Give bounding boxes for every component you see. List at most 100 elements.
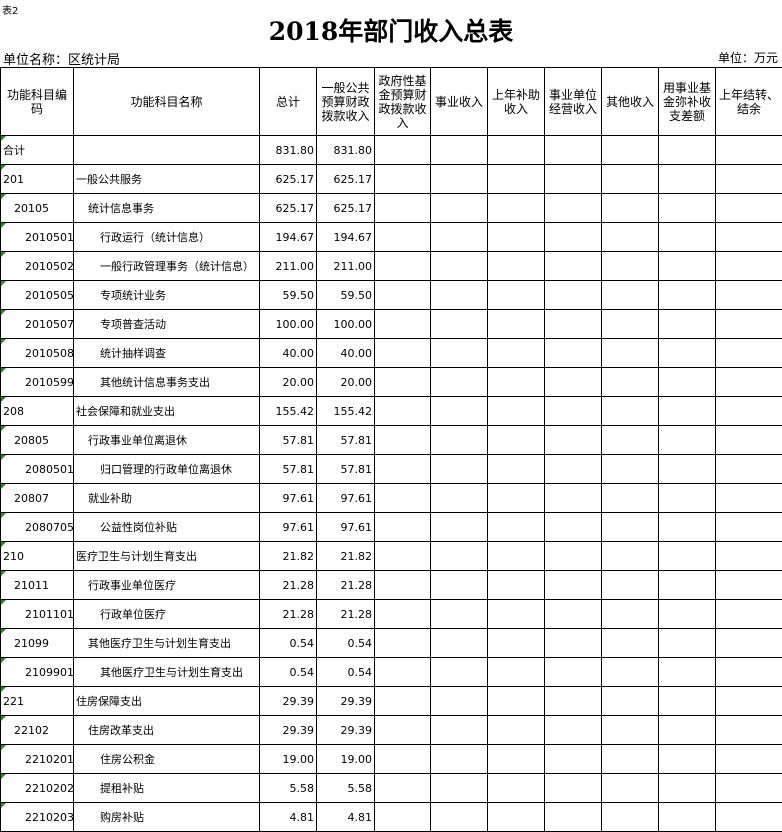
name-cell: 统计抽样调查 xyxy=(73,338,260,368)
column-header: 政府性基金预算财政拨款收入 xyxy=(374,67,431,136)
name-cell: 归口管理的行政单位离退休 xyxy=(73,454,260,484)
value-cell xyxy=(430,367,488,397)
header-row: 功能科目编码 功能科目名称 总计 一般公共预算财政拨款收入 政府性基金预算财政拨款收入事… xyxy=(0,67,782,136)
value-cell xyxy=(601,686,659,716)
value-cell xyxy=(430,773,488,803)
value-cell: 5.58 xyxy=(316,773,375,803)
table-row: 2210202 提租补贴 5.58 5.58 xyxy=(0,773,782,803)
value-cell xyxy=(544,744,602,774)
value-cell xyxy=(544,541,602,571)
value-cell xyxy=(715,744,782,774)
value-cell: 4.81 xyxy=(316,802,375,832)
name-cell: 公益性岗位补贴 xyxy=(73,512,260,542)
value-cell xyxy=(601,222,659,252)
value-cell xyxy=(430,744,488,774)
table-row: 2010501 行政运行（统计信息） 194.67 194.67 xyxy=(0,222,782,252)
value-cell xyxy=(487,396,545,426)
value-cell xyxy=(487,280,545,310)
code-cell: 2010508 xyxy=(0,338,74,368)
value-cell xyxy=(715,541,782,571)
code-cell: 2010502 xyxy=(0,251,74,281)
value-cell xyxy=(544,657,602,687)
code-cell: 2010505 xyxy=(0,280,74,310)
table-row: 2109901 其他医疗卫生与计划生育支出 0.54 0.54 xyxy=(0,657,782,687)
value-cell xyxy=(544,222,602,252)
value-cell: 59.50 xyxy=(316,280,375,310)
table-row: 2210203 购房补贴 4.81 4.81 xyxy=(0,802,782,832)
value-cell xyxy=(715,686,782,716)
value-cell xyxy=(601,599,659,629)
value-cell xyxy=(601,541,659,571)
column-header: 事业收入 xyxy=(430,67,488,136)
value-cell xyxy=(374,425,431,455)
value-cell xyxy=(658,512,716,542)
table-row: 2210201 住房公积金 19.00 19.00 xyxy=(0,744,782,774)
value-cell: 21.28 xyxy=(316,599,375,629)
code-cell: 2210203 xyxy=(0,802,74,832)
value-cell: 29.39 xyxy=(259,715,317,745)
code-cell: 合计 xyxy=(0,135,74,165)
unit-name: 单位名称：区统计局 xyxy=(3,53,121,68)
value-cell xyxy=(544,512,602,542)
value-cell xyxy=(715,164,782,194)
value-cell xyxy=(487,367,545,397)
value-cell xyxy=(715,715,782,745)
value-cell: 4.81 xyxy=(259,802,317,832)
table-row: 2080501 归口管理的行政单位离退休 57.81 57.81 xyxy=(0,454,782,484)
sheet-label: 表2 xyxy=(2,6,19,17)
value-cell xyxy=(715,251,782,281)
value-cell xyxy=(715,483,782,513)
value-cell: 20.00 xyxy=(316,367,375,397)
name-cell: 其他医疗卫生与计划生育支出 xyxy=(73,628,260,658)
value-cell xyxy=(601,193,659,223)
table-row: 2010502 一般行政管理事务（统计信息） 211.00 211.00 xyxy=(0,251,782,281)
value-cell xyxy=(487,483,545,513)
value-cell xyxy=(374,454,431,484)
value-cell xyxy=(374,628,431,658)
table-row: 20105 统计信息事务 625.17 625.17 xyxy=(0,193,782,223)
value-cell xyxy=(544,483,602,513)
table-row: 2010505 专项统计业务 59.50 59.50 xyxy=(0,280,782,310)
code-cell: 20105 xyxy=(0,193,74,223)
value-cell xyxy=(658,193,716,223)
value-cell: 59.50 xyxy=(259,280,317,310)
value-cell: 19.00 xyxy=(316,744,375,774)
column-header: 一般公共预算财政拨款收入 xyxy=(316,67,375,136)
table-row: 210 医疗卫生与计划生育支出 21.82 21.82 xyxy=(0,541,782,571)
value-cell xyxy=(430,222,488,252)
value-cell: 21.28 xyxy=(259,599,317,629)
name-cell: 医疗卫生与计划生育支出 xyxy=(73,541,260,571)
value-cell xyxy=(544,309,602,339)
value-cell xyxy=(544,367,602,397)
value-cell: 625.17 xyxy=(259,193,317,223)
value-cell: 97.61 xyxy=(316,512,375,542)
value-cell xyxy=(374,280,431,310)
value-cell xyxy=(374,686,431,716)
value-cell xyxy=(487,715,545,745)
table-row: 2101101 行政单位医疗 21.28 21.28 xyxy=(0,599,782,629)
value-cell: 0.54 xyxy=(316,628,375,658)
value-cell xyxy=(374,715,431,745)
value-cell xyxy=(715,396,782,426)
value-cell xyxy=(430,135,488,165)
value-cell xyxy=(374,744,431,774)
value-cell xyxy=(715,338,782,368)
column-header: 其他收入 xyxy=(601,67,659,136)
value-cell xyxy=(658,570,716,600)
value-cell: 831.80 xyxy=(259,135,317,165)
value-cell: 57.81 xyxy=(259,454,317,484)
value-cell: 211.00 xyxy=(316,251,375,281)
value-cell xyxy=(658,454,716,484)
value-cell: 97.61 xyxy=(259,483,317,513)
table-row: 2010508 统计抽样调查 40.00 40.00 xyxy=(0,338,782,368)
value-cell xyxy=(487,570,545,600)
name-cell: 专项普查活动 xyxy=(73,309,260,339)
table-body: 合计 831.80 831.80 201 一般公共服务 625.17 625.17 20105… xyxy=(0,135,782,832)
value-cell xyxy=(374,599,431,629)
value-cell: 97.61 xyxy=(316,483,375,513)
value-cell xyxy=(487,599,545,629)
value-cell: 57.81 xyxy=(316,425,375,455)
value-cell xyxy=(715,512,782,542)
name-cell: 行政事业单位离退休 xyxy=(73,425,260,455)
